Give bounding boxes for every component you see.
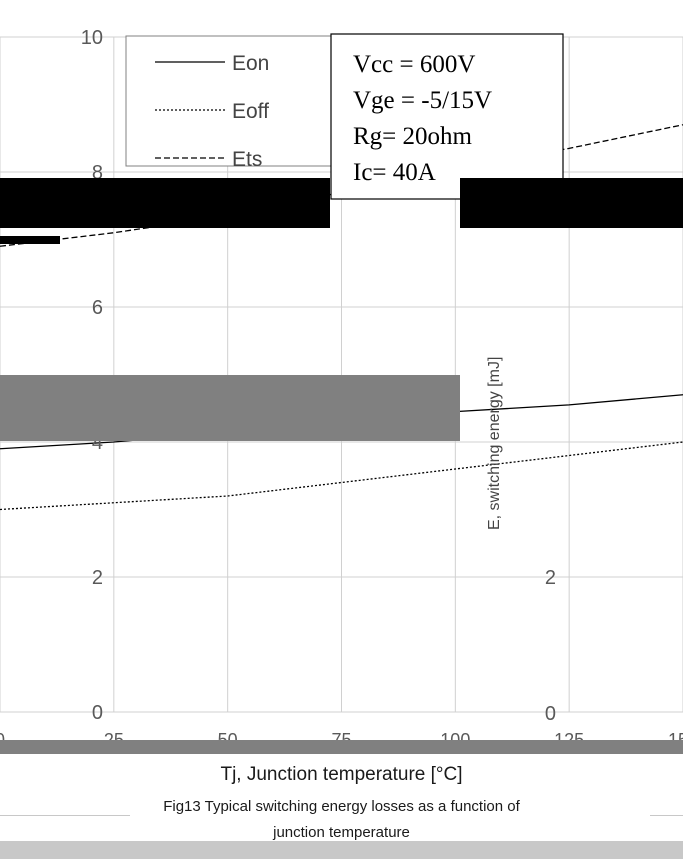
scan-artifact-band bbox=[0, 375, 460, 441]
scan-artifact-band bbox=[0, 236, 60, 244]
y-axis-label: E, switching energy [mJ] bbox=[486, 356, 503, 530]
legend-label-eon: Eon bbox=[232, 52, 269, 75]
condition-line-4: Ic= 40A bbox=[353, 159, 436, 186]
condition-line-2: Vge = -5/15V bbox=[353, 87, 492, 114]
scan-artifact-band bbox=[0, 178, 330, 228]
legend-box bbox=[125, 35, 332, 167]
y-tick-label-10: 10 bbox=[81, 27, 103, 49]
y-tick-label-6: 6 bbox=[92, 297, 103, 319]
legend-label-ets: Ets bbox=[232, 148, 262, 171]
x-axis-label: Tj, Junction temperature [°C] bbox=[0, 764, 683, 786]
scan-artifact-band bbox=[0, 740, 683, 754]
y-tick-label-4: 4 bbox=[92, 432, 103, 454]
scan-artifact-band bbox=[0, 838, 683, 859]
conditions-frame bbox=[330, 33, 564, 200]
legend: Eon Eoff Ets bbox=[125, 35, 332, 171]
condition-line-3: Rg= 20ohm bbox=[353, 123, 473, 150]
y-tick-label-2: 2 bbox=[92, 567, 103, 589]
y-tick-label-8: 8 bbox=[92, 162, 103, 184]
conditions-box: Vcc = 600V Vge = -5/15V Rg= 20ohm Ic= 40A bbox=[330, 33, 564, 200]
scan-artifact-band bbox=[460, 178, 683, 228]
condition-line-1: Vcc = 600V bbox=[353, 51, 475, 78]
figure-caption-line1: Fig13 Typical switching energy losses as… bbox=[0, 798, 683, 815]
figure-caption-line2: junction temperature bbox=[0, 824, 683, 841]
y-tick-label-0-right: 0 bbox=[545, 703, 556, 725]
y-tick-label-0: 0 bbox=[92, 702, 103, 724]
legend-label-eoff: Eoff bbox=[232, 100, 269, 123]
y-tick-label-2-right: 2 bbox=[545, 567, 556, 589]
